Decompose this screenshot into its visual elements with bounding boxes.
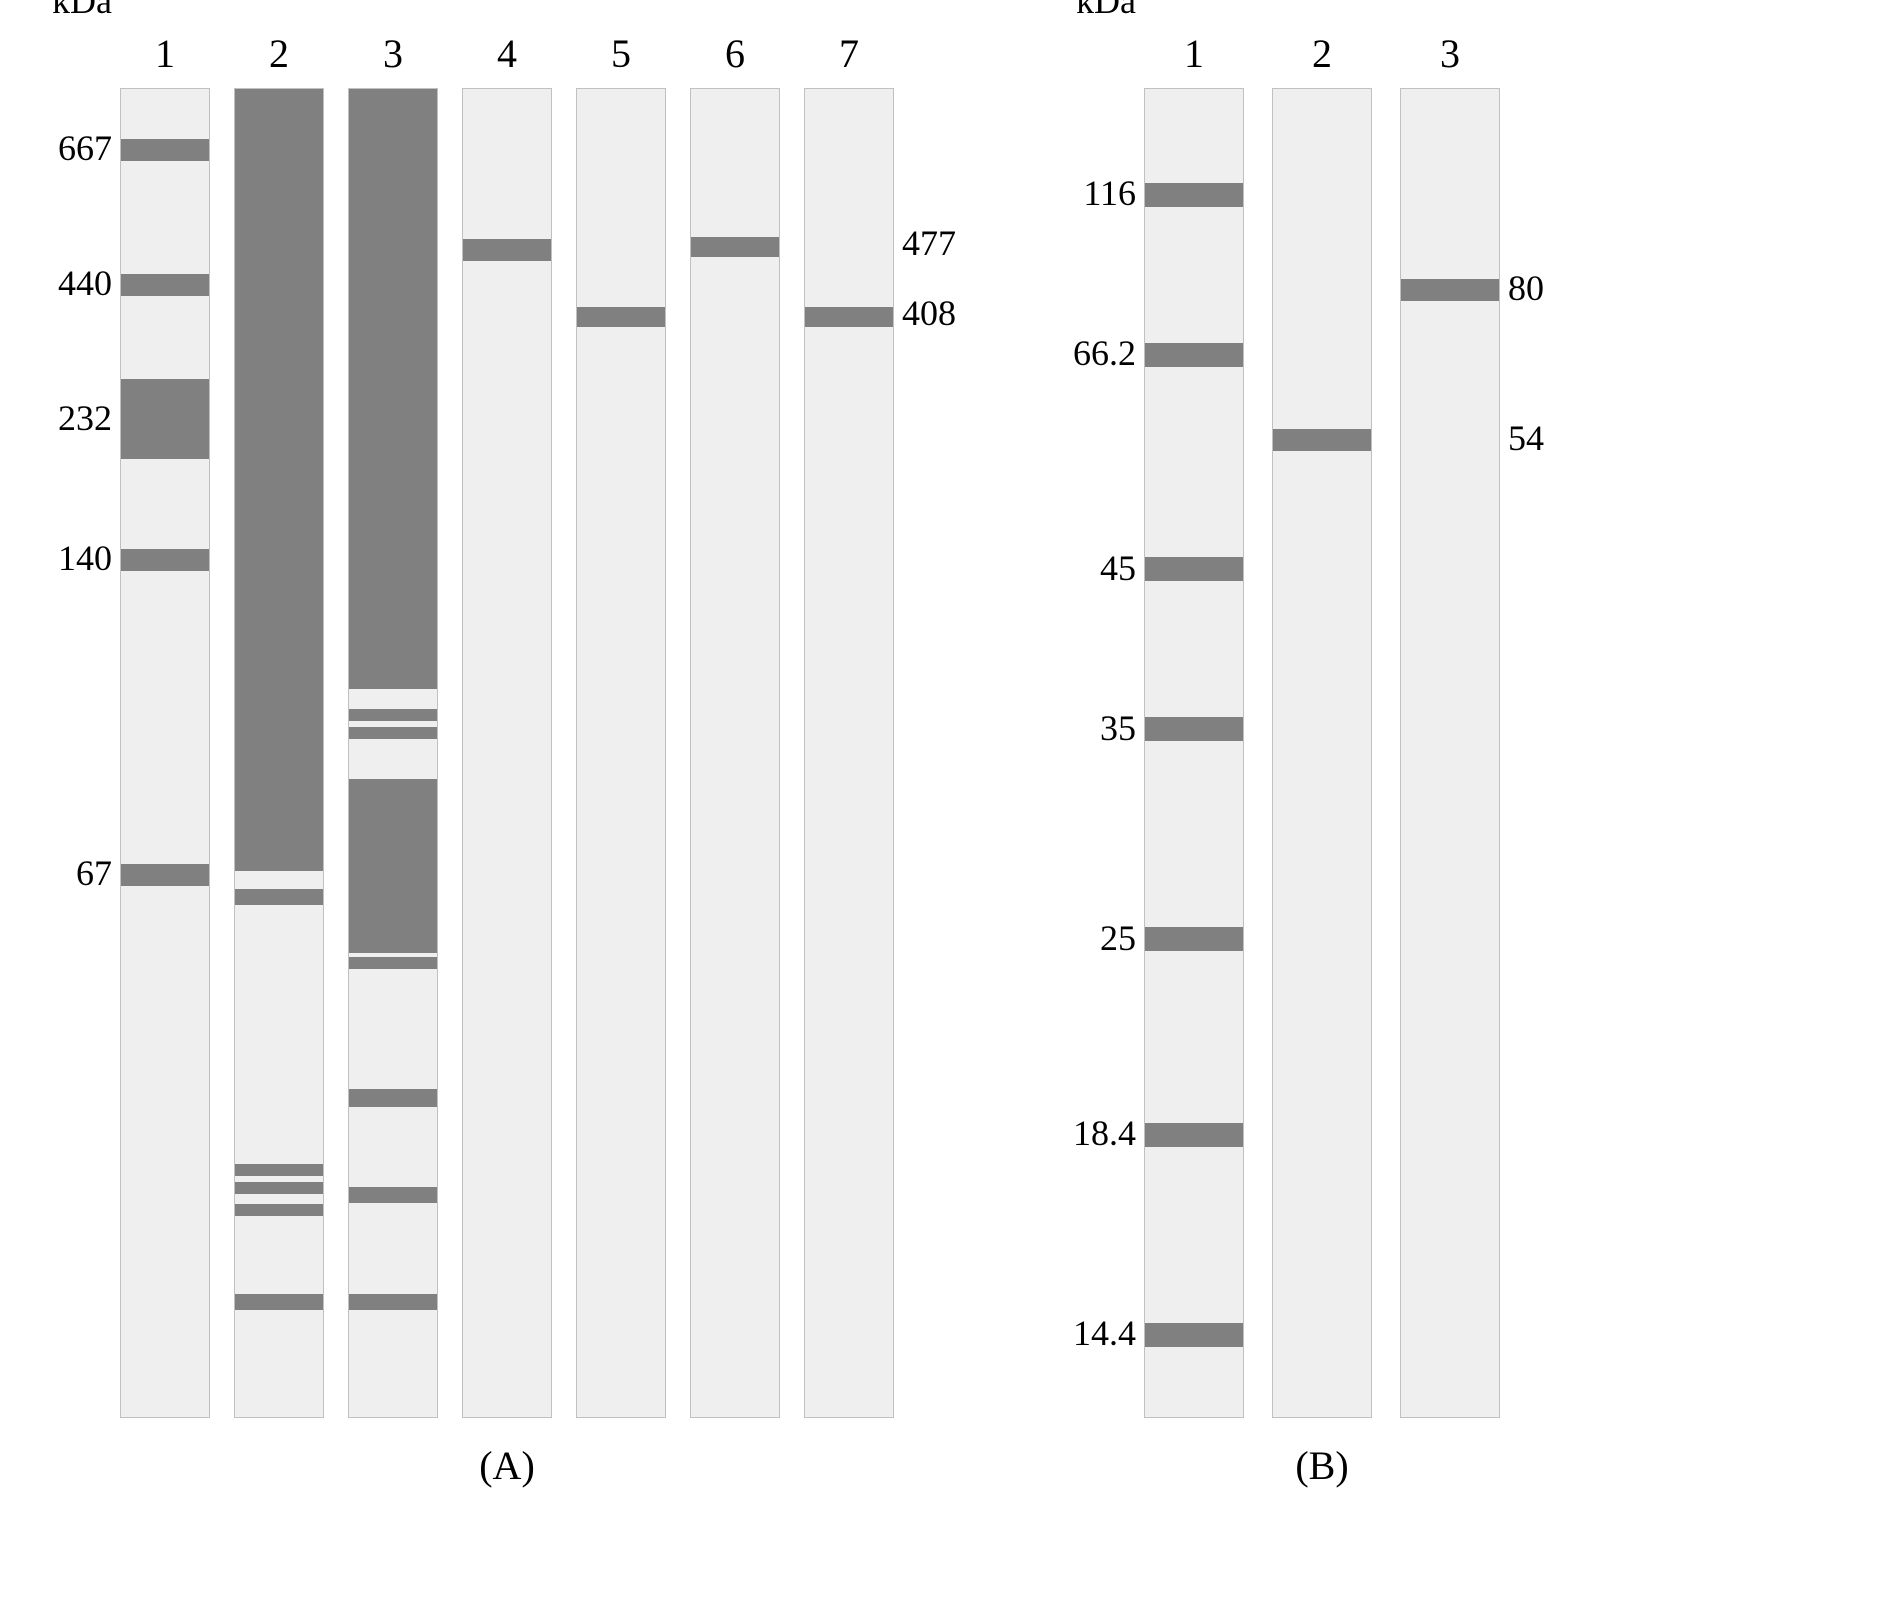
gel-band [349,1089,437,1107]
panel-b-lanes: 1 2 3 [1144,30,1500,1418]
lane-number: 3 [1440,30,1460,78]
lane-wrap: 7 [804,30,894,1418]
lane-wrap: 2 [234,30,324,1418]
mw-marker-label: 35 [1100,707,1136,749]
gel-band [235,889,323,905]
mw-value-label: 477 [902,222,956,264]
lane-number: 6 [725,30,745,78]
gel-band [349,1294,437,1310]
gel-lane [1400,88,1500,1418]
gel-band [349,727,437,739]
gel-band [1145,183,1243,207]
mw-value-label: 408 [902,292,956,334]
lane-number: 5 [611,30,631,78]
panel-b-left-labels: kDa 11666.245352518.414.4 [1054,30,1144,1418]
mw-marker-label: 14.4 [1073,1312,1136,1354]
gel-lane [462,88,552,1418]
mw-marker-label: 25 [1100,917,1136,959]
gel-lane [690,88,780,1418]
gel-band [349,89,437,689]
gel-band [121,139,209,161]
lane-number: 1 [155,30,175,78]
gel-lane [234,88,324,1418]
gel-band [121,379,209,459]
panel-a: kDa 66744023214067 1234567 477408 (A) [30,30,984,1489]
lane-number: 2 [269,30,289,78]
gel-band [1145,717,1243,741]
mw-value-label: 54 [1508,417,1544,459]
panel-a-lanes: 1 2 3 4 5 6 7 [120,30,894,1418]
gel-band [1401,279,1499,301]
lane-number: 7 [839,30,859,78]
panel-a-left-labels: kDa 66744023214067 [30,30,120,1418]
lane-wrap: 3 [348,30,438,1418]
gel-band [1145,1123,1243,1147]
gel-band [1145,927,1243,951]
lane-number: 1 [1184,30,1204,78]
lane-number: 2 [1312,30,1332,78]
panel-a-caption: (A) [479,1442,535,1489]
panel-b-right-labels: 80 54 [1500,30,1590,1418]
gel-lane [120,88,210,1418]
gel-band [349,919,437,935]
lane-wrap: 6 [690,30,780,1418]
gel-band [1273,429,1371,451]
mw-marker-label: 45 [1100,547,1136,589]
gel-band [349,864,437,880]
panel-a-right-labels: 477 408 [894,30,984,1418]
panel-b-row: kDa 11666.245352518.414.4 123 8054 [1054,30,1590,1418]
gel-band [121,864,209,886]
lane-number: 3 [383,30,403,78]
lane-wrap: 4 [462,30,552,1418]
mw-marker-label: 232 [58,397,112,439]
panel-a-row: kDa 66744023214067 1234567 477408 [30,30,984,1418]
gel-band [235,1182,323,1194]
gel-band [805,307,893,327]
gel-band [349,1187,437,1203]
gel-band [235,1204,323,1216]
gel-band [235,89,323,871]
mw-marker-label: 18.4 [1073,1112,1136,1154]
lane-wrap: 3 [1400,30,1500,1418]
gel-lane [1272,88,1372,1418]
gel-band [691,237,779,257]
gel-lane [1144,88,1244,1418]
gel-lane [804,88,894,1418]
lane-number: 4 [497,30,517,78]
gel-band [121,549,209,571]
lane-wrap: 1 [1144,30,1244,1418]
gel-lane [348,88,438,1418]
gel-band [121,274,209,296]
gel-band [235,1164,323,1176]
gel-band [349,957,437,969]
gel-band [1145,1323,1243,1347]
mw-marker-label: 116 [1083,172,1136,214]
lane-wrap: 2 [1272,30,1372,1418]
mw-marker-label: 667 [58,127,112,169]
mw-marker-label: 140 [58,537,112,579]
panel-a-unit: kDa [52,0,112,22]
gel-band [349,941,437,953]
gel-band [349,709,437,721]
gel-band [463,239,551,261]
mw-marker-label: 66.2 [1073,332,1136,374]
gel-band [235,1294,323,1310]
mw-value-label: 80 [1508,267,1544,309]
gel-band [1145,557,1243,581]
gel-lane [576,88,666,1418]
lane-wrap: 5 [576,30,666,1418]
gel-band [577,307,665,327]
panel-b: kDa 11666.245352518.414.4 123 8054 (B) [1054,30,1590,1489]
lane-wrap: 1 [120,30,210,1418]
gel-band [349,883,437,895]
mw-marker-label: 440 [58,262,112,304]
mw-marker-label: 67 [76,852,112,894]
panel-b-unit: kDa [1076,0,1136,22]
figure: kDa 66744023214067 1234567 477408 (A) kD… [30,30,1863,1489]
panel-b-caption: (B) [1295,1442,1348,1489]
gel-band [1145,343,1243,367]
